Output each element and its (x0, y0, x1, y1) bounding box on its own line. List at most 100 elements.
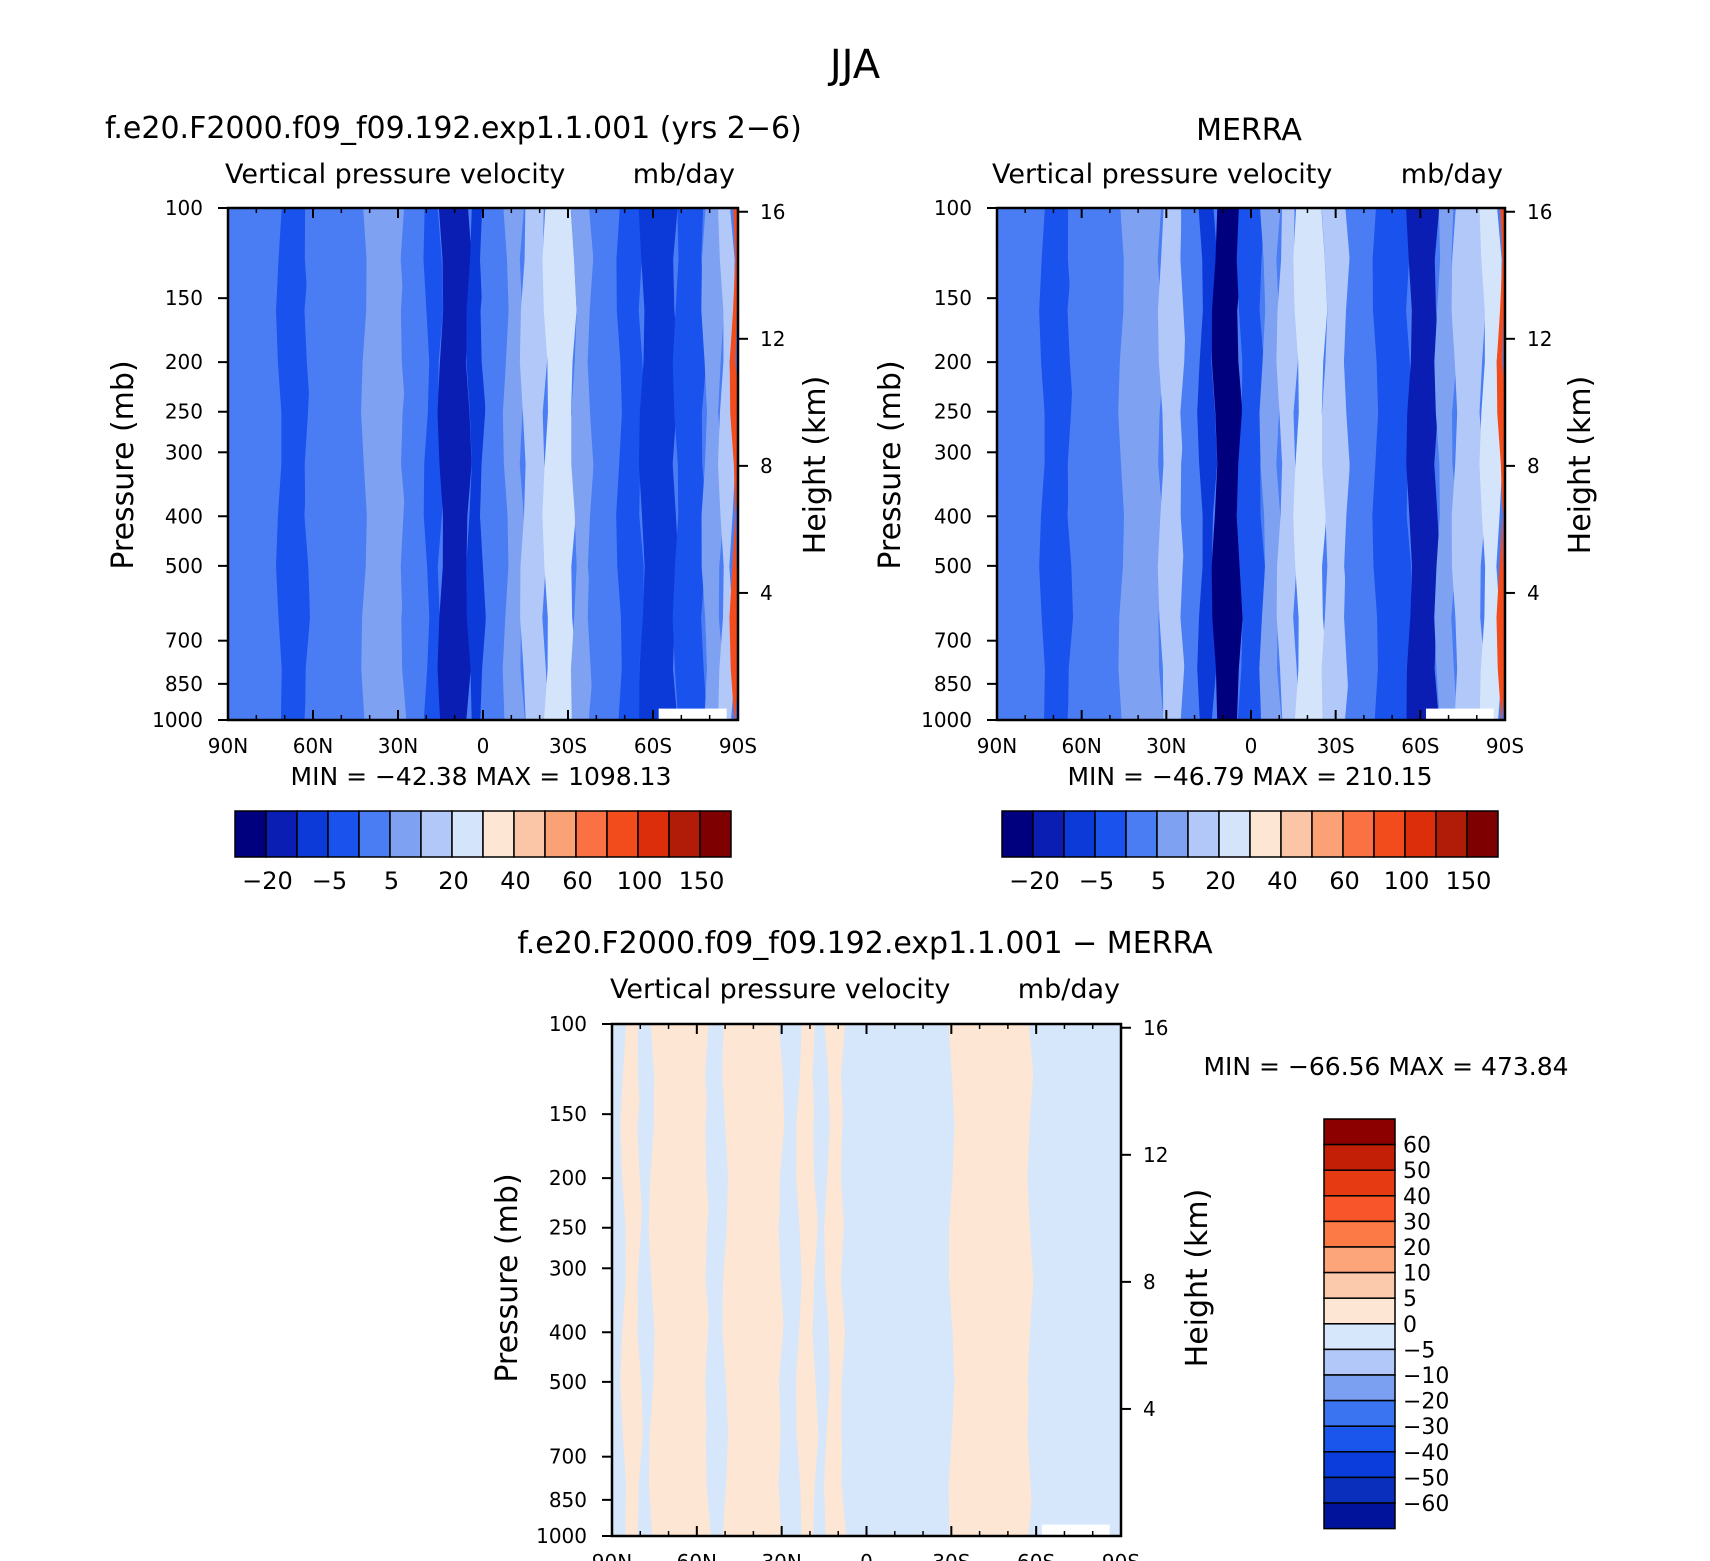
contour-band (1276, 208, 1300, 720)
y-tick-label: 250 (549, 1216, 587, 1240)
colorbar-box (451, 810, 484, 858)
panel-diff-subtitle-left: Vertical pressure velocity (610, 974, 950, 1005)
colorbar-box (575, 810, 608, 858)
contour-band (1236, 208, 1266, 720)
y-tick-label: 1000 (921, 708, 972, 732)
colorbar-box (1323, 1246, 1396, 1274)
mask-left (600, 1024, 612, 1536)
y-tick-label: 500 (934, 554, 972, 578)
x-tick-label: 30N (1146, 734, 1186, 758)
contour-band (778, 1024, 802, 1536)
y-right-tick-label: 4 (1143, 1397, 1156, 1421)
panel-merra-stats: MIN = −46.79 MAX = 210.15 (1067, 762, 1432, 791)
contour-band (1479, 208, 1503, 720)
contour-band (620, 1024, 644, 1536)
y-tick-label: 400 (934, 504, 972, 528)
colorbar-label: −10 (1403, 1364, 1449, 1389)
colorbar-label: 20 (1403, 1236, 1431, 1261)
colorbar-box (1249, 810, 1282, 858)
colorbar-box (1323, 1451, 1396, 1479)
colorbar-box (327, 810, 360, 858)
x-tick-label: 60S (634, 734, 672, 758)
y-tick-label: 400 (549, 1320, 587, 1344)
panel-model-colorbar: −20 −5 5 20 40 60 100 150 (234, 810, 732, 895)
colorbar-box (1323, 1169, 1396, 1197)
x-tick-label: 90S (1102, 1550, 1140, 1561)
x-tick-label: 30S (549, 734, 587, 758)
y-tick-label: 700 (549, 1445, 587, 1469)
panel-merra-ylabel-right: Height (km) (1563, 376, 1598, 555)
x-tick-label: 90N (977, 734, 1017, 758)
contour-band (570, 208, 594, 720)
y-tick-label: 400 (165, 504, 203, 528)
y-tick-label: 1000 (536, 1524, 587, 1548)
colorbar-label: −20 (1403, 1390, 1449, 1415)
colorbar-box (1063, 810, 1096, 858)
panel-model-ylabel-right: Height (km) (798, 376, 833, 555)
missing-data-area (1041, 1524, 1110, 1536)
panel-model-subtitle-right: mb/day (633, 159, 735, 190)
colorbar-label: 30 (1403, 1210, 1431, 1235)
y-right-tick-label: 4 (1527, 581, 1540, 605)
colorbar-box (1466, 810, 1499, 858)
panel-model-subtitle-left: Vertical pressure velocity (225, 159, 565, 190)
y-tick-label: 700 (165, 629, 203, 653)
colorbar-label: 100 (617, 867, 663, 895)
mask-left (985, 208, 997, 720)
colorbar-label: 60 (1329, 867, 1360, 895)
colorbar-label: 20 (438, 867, 469, 895)
colorbar-box (1311, 810, 1344, 858)
contour-band (841, 1024, 870, 1536)
x-tick-label: 30S (1317, 734, 1355, 758)
panel-model-plot: 90N 60N 30N 0 30S 60S 90S 100 150 200 250 300 400 500… (152, 196, 785, 758)
y-right-tick-label: 4 (760, 581, 773, 605)
colorbar-label: 10 (1403, 1262, 1431, 1287)
y-right-tick-label: 12 (1527, 327, 1552, 351)
panel-diff-stats: MIN = −66.56 MAX = 473.84 (1203, 1052, 1568, 1081)
y-tick-label: 250 (165, 400, 203, 424)
y-tick-label: 100 (165, 196, 203, 220)
colorbar-label: 40 (500, 867, 531, 895)
contour-band (795, 1024, 819, 1536)
y-tick-label: 250 (934, 400, 972, 424)
colorbar-label: 0 (1403, 1313, 1417, 1338)
colorbar-box (1323, 1348, 1396, 1376)
colorbar-box (1373, 810, 1406, 858)
colorbar-box (1323, 1143, 1396, 1171)
colorbar-box (1323, 1323, 1396, 1351)
colorbar-box (544, 810, 577, 858)
contour-band (542, 208, 577, 720)
contour-band (1027, 1024, 1124, 1536)
missing-data-area (1425, 708, 1494, 720)
y-right-tick-label: 8 (760, 454, 773, 478)
y-tick-label: 200 (549, 1166, 587, 1190)
colorbar-box (1094, 810, 1127, 858)
colorbar-label: −40 (1403, 1441, 1449, 1466)
figure-title: JJA (827, 42, 881, 88)
colorbar-box (1187, 810, 1220, 858)
contour-band (1372, 208, 1413, 720)
panel-model-ylabel: Pressure (mb) (106, 360, 141, 569)
y-right-tick-label: 16 (1527, 200, 1552, 224)
panel-diff-plot: 90N 60N 30N 0 30S 60S 90S 100 150 200 250 300 400 500… (536, 1012, 1168, 1561)
colorbar-box (606, 810, 639, 858)
colorbar-box (1218, 810, 1251, 858)
contour-band (225, 208, 282, 720)
y-tick-label: 850 (549, 1488, 587, 1512)
contour-band (994, 208, 1046, 720)
y-tick-label: 1000 (152, 708, 203, 732)
colorbar-box (1435, 810, 1468, 858)
colorbar-label: −60 (1403, 1492, 1449, 1517)
colorbar-box (1156, 810, 1189, 858)
colorbar-box (1001, 810, 1034, 858)
contour-band (466, 208, 486, 720)
contour-band (1293, 208, 1328, 720)
x-tick-label: 60N (293, 734, 333, 758)
contour-band (616, 208, 645, 720)
panel-diff-ylabel-right: Height (km) (1180, 1189, 1215, 1368)
y-tick-label: 300 (165, 440, 203, 464)
colorbar-box (1323, 1399, 1396, 1427)
colorbar-box (1323, 1220, 1396, 1248)
colorbar-box (265, 810, 298, 858)
contour-band (502, 208, 526, 720)
